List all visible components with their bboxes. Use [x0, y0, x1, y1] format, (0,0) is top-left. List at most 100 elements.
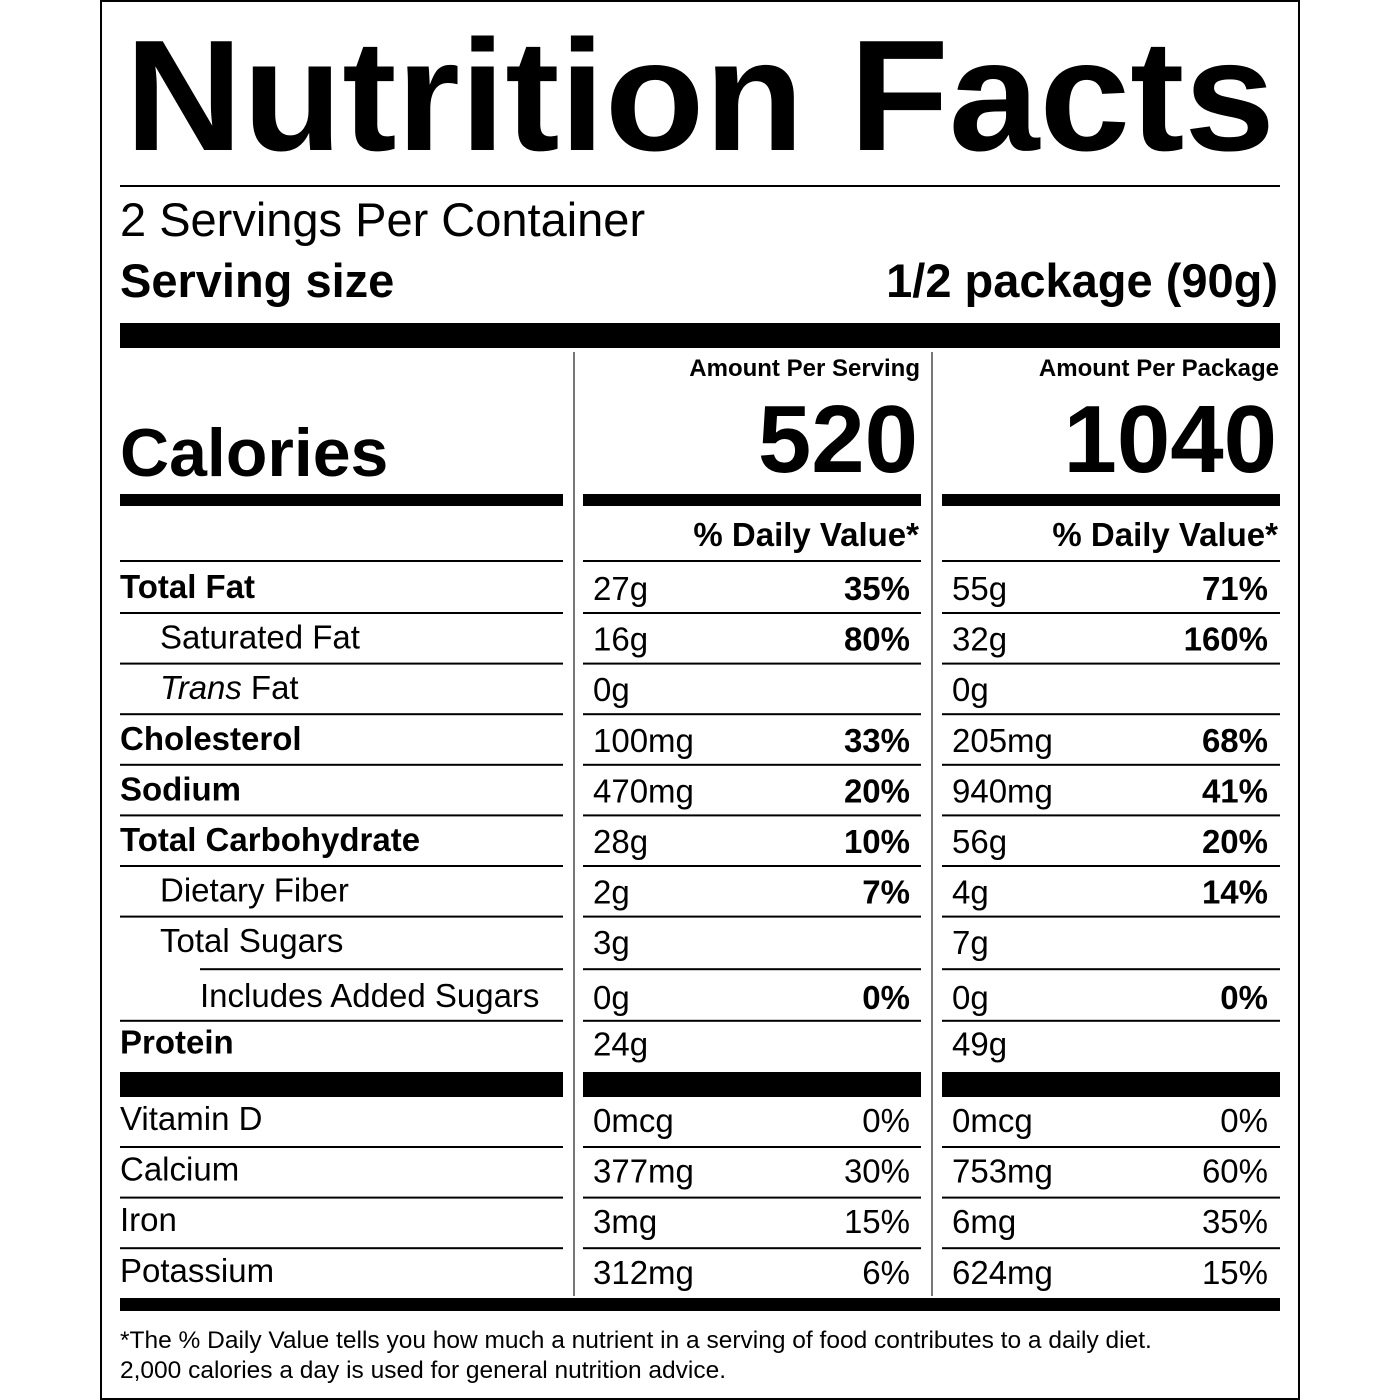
nutrient-name: Sodium	[120, 770, 241, 807]
serving-size-value: 1/2 package (90g)	[886, 254, 1278, 307]
vitamin-amount: 6mg	[952, 1203, 1016, 1240]
row-line	[583, 713, 921, 716]
row-line	[120, 1247, 563, 1250]
nutrient-amount: 24g	[593, 1025, 648, 1062]
row-line	[120, 1146, 563, 1148]
row-line	[583, 1247, 921, 1250]
vitamin-daily-value: 35%	[1202, 1203, 1268, 1240]
thick-bar	[942, 1072, 1280, 1097]
footnote: *The % Daily Value tells you how much a …	[120, 1327, 1152, 1354]
vitamin-daily-value: 0%	[1220, 1102, 1268, 1139]
nutrient-amount: 27g	[593, 570, 648, 607]
thick-bar	[583, 494, 921, 506]
vitamin-daily-value: 30%	[844, 1153, 910, 1190]
nutrient-name-italic: Trans	[160, 669, 242, 706]
row-line	[583, 968, 921, 971]
title: Nutrition Facts	[125, 8, 1275, 184]
label-border	[100, 0, 1300, 1400]
thick-bar	[942, 494, 1280, 506]
vitamin-amount: 312mg	[593, 1254, 694, 1291]
row-line	[120, 612, 563, 614]
nutrient-name: Dietary Fiber	[160, 872, 349, 909]
row-line	[942, 662, 1280, 665]
thick-bar	[120, 1072, 563, 1097]
thick-bar	[120, 494, 563, 506]
nutrient-name-text: Dietary Fiber	[160, 872, 349, 909]
nutrient-amount: 28g	[593, 823, 648, 860]
nutrient-name-text: Sodium	[120, 770, 241, 807]
row-line	[200, 968, 563, 971]
row-line	[120, 560, 563, 562]
vitamin-daily-value: 6%	[862, 1254, 910, 1291]
row-line	[583, 662, 921, 665]
row-line	[120, 1019, 563, 1022]
nutrient-name-text: Includes Added Sugars	[200, 977, 539, 1014]
footnote: 2,000 calories a day is used for general…	[120, 1357, 726, 1384]
calories-value: 520	[758, 386, 918, 493]
row-line	[942, 865, 1280, 867]
nutrient-name-text: Cholesterol	[120, 720, 302, 757]
row-line	[942, 560, 1280, 562]
divider	[120, 185, 1280, 187]
amount-header: Amount Per Package	[1039, 355, 1279, 382]
nutrient-daily-value: 41%	[1202, 772, 1268, 809]
row-line	[583, 865, 921, 867]
daily-value-header: % Daily Value*	[1052, 516, 1278, 553]
row-line	[120, 865, 563, 867]
nutrient-daily-value: 7%	[862, 874, 910, 911]
nutrient-name: Includes Added Sugars	[200, 977, 539, 1014]
nutrient-amount: 940mg	[952, 772, 1053, 809]
nutrient-name-text: Saturated Fat	[160, 619, 360, 656]
nutrient-daily-value: 80%	[844, 621, 910, 658]
vitamin-amount: 377mg	[593, 1153, 694, 1190]
nutrient-daily-value: 160%	[1184, 621, 1268, 658]
servings-per-container: 2 Servings Per Container	[120, 193, 645, 246]
nutrient-amount: 32g	[952, 621, 1007, 658]
row-line	[120, 1196, 563, 1199]
calories-label: Calories	[120, 415, 388, 491]
vitamin-daily-value: 60%	[1202, 1153, 1268, 1190]
row-line	[583, 1019, 921, 1022]
row-line	[942, 1019, 1280, 1022]
vitamin-name: Iron	[120, 1201, 177, 1238]
vitamin-name: Vitamin D	[120, 1100, 262, 1137]
row-line	[942, 968, 1280, 971]
nutrient-daily-value: 20%	[844, 772, 910, 809]
nutrient-name: Cholesterol	[120, 720, 302, 757]
daily-value-header: % Daily Value*	[693, 516, 919, 553]
row-line	[120, 763, 563, 766]
row-line	[942, 1196, 1280, 1199]
vitamin-name: Calcium	[120, 1151, 239, 1188]
vitamin-daily-value: 15%	[1202, 1254, 1268, 1291]
nutrient-name-text: Protein	[120, 1023, 234, 1060]
row-line	[120, 713, 563, 716]
nutrient-daily-value: 20%	[1202, 823, 1268, 860]
vitamin-amount: 624mg	[952, 1254, 1053, 1291]
nutrient-daily-value: 14%	[1202, 874, 1268, 911]
vitamin-amount: 0mcg	[952, 1102, 1033, 1139]
row-line	[942, 814, 1280, 817]
vitamin-daily-value: 0%	[862, 1102, 910, 1139]
nutrient-name: Trans Fat	[160, 669, 299, 706]
column-divider	[931, 352, 933, 1296]
nutrient-amount: 0g	[593, 979, 630, 1016]
thick-bar	[583, 1072, 921, 1097]
vitamin-amount: 753mg	[952, 1153, 1053, 1190]
nutrient-amount: 205mg	[952, 722, 1053, 759]
nutrient-amount: 100mg	[593, 722, 694, 759]
nutrient-amount: 49g	[952, 1025, 1007, 1062]
nutrient-amount: 470mg	[593, 772, 694, 809]
row-line	[583, 915, 921, 918]
row-line	[583, 1196, 921, 1199]
vitamin-amount: 3mg	[593, 1203, 657, 1240]
vitamin-daily-value: 15%	[844, 1203, 910, 1240]
nutrient-name: Total Sugars	[160, 922, 343, 959]
row-line	[583, 560, 921, 562]
thick-bar	[120, 1298, 1280, 1311]
nutrient-amount: 55g	[952, 570, 1007, 607]
row-line	[942, 763, 1280, 766]
nutrient-daily-value: 33%	[844, 722, 910, 759]
nutrient-name-text: Fat	[251, 669, 299, 706]
nutrient-amount: 56g	[952, 823, 1007, 860]
